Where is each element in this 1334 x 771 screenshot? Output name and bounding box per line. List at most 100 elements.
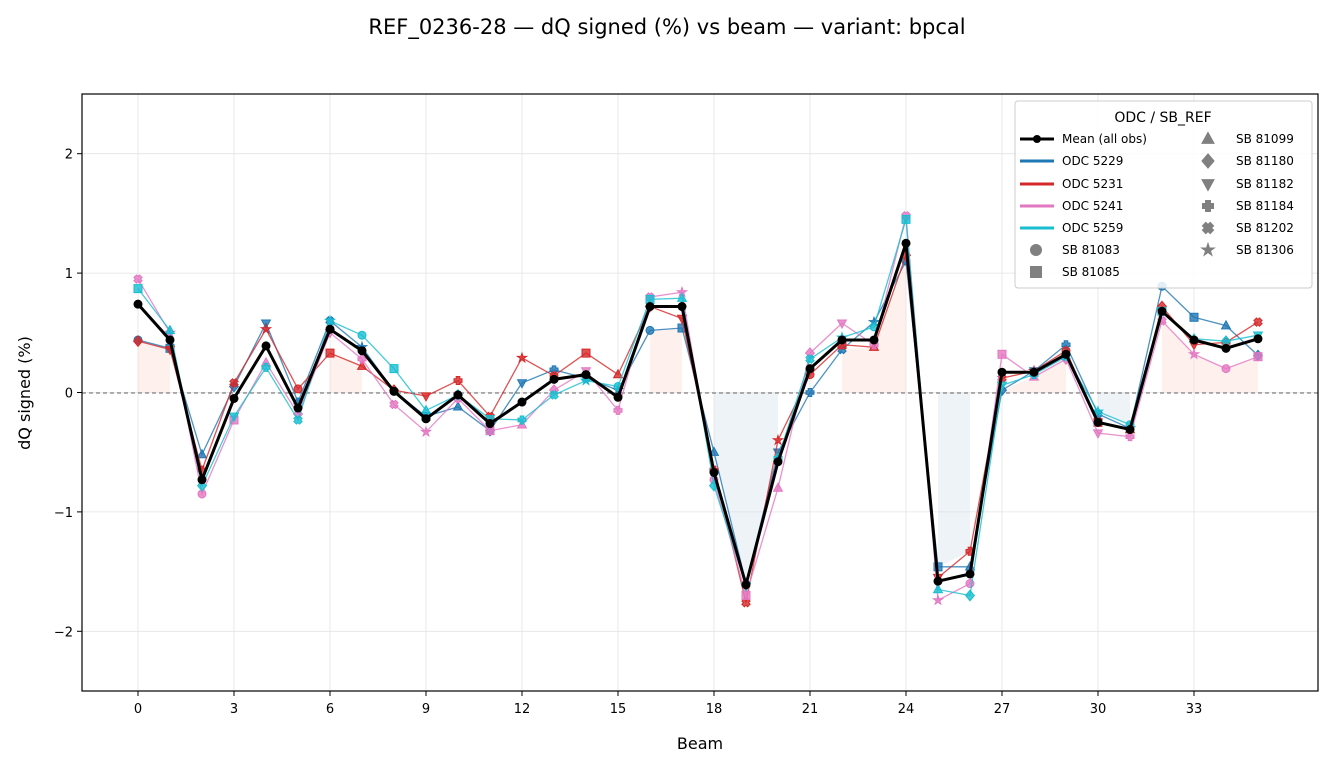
legend-label: SB 81184 bbox=[1236, 199, 1294, 213]
y-tick-label: −2 bbox=[54, 625, 73, 640]
x-ticks: 0 3 6 9 12 15 18 21 24 27 30 33 bbox=[134, 691, 1202, 717]
data-point-shape bbox=[293, 415, 303, 425]
mean-point bbox=[165, 335, 175, 345]
square-icon bbox=[1030, 266, 1042, 278]
data-point bbox=[389, 399, 399, 410]
legend-label: SB 81085 bbox=[1062, 265, 1120, 279]
data-point bbox=[581, 348, 591, 358]
data-point bbox=[997, 349, 1007, 359]
y-tick-label: 2 bbox=[65, 148, 73, 163]
circle-icon bbox=[1030, 244, 1042, 256]
mean-point bbox=[421, 414, 431, 424]
mean-point bbox=[1189, 335, 1199, 345]
legend-item-marker: SB 81202 bbox=[1201, 221, 1294, 235]
data-point bbox=[836, 319, 848, 330]
data-point bbox=[1092, 429, 1104, 439]
legend-item-mean: Mean (all obs) bbox=[1020, 132, 1147, 146]
sign-fill-band bbox=[330, 353, 362, 393]
mean-point bbox=[453, 390, 463, 400]
data-point bbox=[613, 405, 623, 415]
sign-fill-band bbox=[714, 392, 746, 584]
mean-point bbox=[773, 457, 783, 467]
diamond-icon bbox=[1201, 153, 1215, 169]
data-point bbox=[323, 314, 337, 327]
data-point bbox=[293, 384, 303, 394]
y-ticks: −2 −1 0 1 2 bbox=[54, 148, 82, 640]
mean-point bbox=[133, 299, 143, 309]
y-tick-label: 1 bbox=[65, 267, 73, 282]
mean-point bbox=[1061, 349, 1071, 359]
data-point bbox=[805, 388, 815, 397]
mean-point bbox=[261, 341, 271, 351]
star-icon bbox=[1200, 241, 1216, 257]
data-point bbox=[133, 284, 143, 294]
mean-point bbox=[197, 475, 207, 485]
data-point bbox=[453, 376, 463, 386]
data-point bbox=[549, 390, 559, 400]
x-tick-label: 30 bbox=[1090, 702, 1107, 717]
legend-item-marker: SB 81180 bbox=[1201, 153, 1294, 169]
x-axis-label: Beam bbox=[677, 734, 723, 753]
mean-point bbox=[1221, 343, 1231, 353]
mean-point bbox=[325, 324, 335, 334]
data-point bbox=[805, 354, 815, 364]
mean-point bbox=[1157, 306, 1167, 316]
data-point bbox=[196, 448, 208, 459]
legend-label: ODC 5229 bbox=[1062, 154, 1123, 168]
data-point bbox=[1189, 312, 1199, 322]
mean-point bbox=[805, 364, 815, 374]
data-point bbox=[293, 415, 303, 425]
data-point bbox=[419, 425, 433, 438]
mean-point bbox=[901, 238, 911, 248]
legend: ODC / SB_REF Mean (all obs) ODC 5229 ODC 5… bbox=[1014, 100, 1313, 289]
data-point bbox=[676, 292, 688, 302]
data-point bbox=[229, 378, 239, 388]
sign-fill-band bbox=[1194, 354, 1226, 393]
mean-point bbox=[677, 302, 687, 312]
mean-line bbox=[136, 242, 1259, 591]
sign-fills bbox=[138, 261, 1258, 584]
x-tick-label: 27 bbox=[994, 702, 1011, 717]
legend-label: ODC 5231 bbox=[1062, 177, 1123, 191]
data-point-shape bbox=[133, 274, 143, 284]
mean-point bbox=[1125, 425, 1135, 435]
sign-fill-band bbox=[1002, 376, 1034, 393]
legend-item-series: ODC 5259 bbox=[1020, 221, 1123, 235]
data-point bbox=[356, 360, 368, 370]
legend-mean-marker bbox=[1033, 135, 1041, 143]
x-tick-label: 3 bbox=[230, 702, 238, 717]
mean-point bbox=[549, 374, 559, 384]
mean-point bbox=[965, 569, 975, 579]
x-tick-label: 18 bbox=[706, 702, 723, 717]
mean-point bbox=[933, 576, 943, 586]
data-point bbox=[132, 335, 144, 348]
mean-point bbox=[389, 386, 399, 396]
x-tick-label: 6 bbox=[326, 702, 334, 717]
data-point bbox=[771, 433, 785, 446]
data-point bbox=[389, 364, 399, 374]
plus-icon bbox=[1202, 200, 1214, 212]
y-axis-label: dQ signed (%) bbox=[15, 336, 34, 450]
data-point-shape bbox=[549, 390, 559, 400]
data-point bbox=[964, 589, 976, 602]
legend-item-series: ODC 5241 bbox=[1020, 199, 1123, 213]
data-point bbox=[420, 392, 432, 402]
x-tick-label: 0 bbox=[134, 702, 142, 717]
x-icon bbox=[1201, 221, 1215, 235]
legend-item-marker: SB 81083 bbox=[1030, 243, 1120, 257]
legend-label: SB 81180 bbox=[1236, 154, 1294, 168]
legend-item-marker: SB 81182 bbox=[1201, 177, 1294, 192]
legend-item-marker: SB 81184 bbox=[1202, 199, 1294, 213]
y-tick-label: 0 bbox=[65, 387, 73, 402]
data-point bbox=[612, 368, 624, 379]
sign-fill-band bbox=[1098, 392, 1130, 425]
legend-label: SB 81099 bbox=[1236, 132, 1294, 146]
x-tick-label: 15 bbox=[610, 702, 627, 717]
x-tick-label: 12 bbox=[514, 702, 531, 717]
series-line bbox=[137, 258, 1259, 584]
x-tick-label: 24 bbox=[898, 702, 915, 717]
data-point bbox=[357, 330, 367, 340]
legend-item-marker: SB 81306 bbox=[1200, 241, 1294, 257]
data-point-shape bbox=[1253, 317, 1263, 327]
